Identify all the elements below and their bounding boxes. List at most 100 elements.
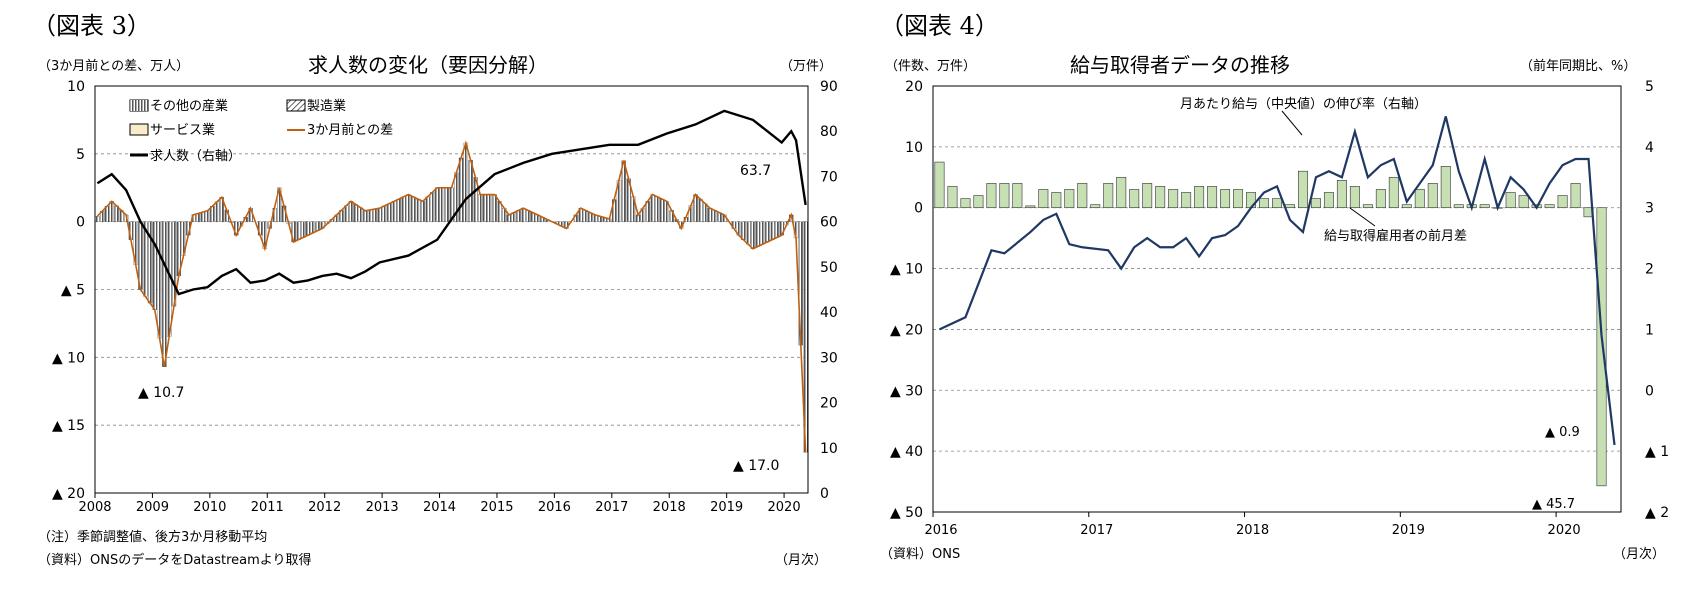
- x-tick-label: 2012: [308, 500, 341, 515]
- component-bar: [650, 194, 655, 222]
- figure3-month-label: （月次）: [775, 552, 827, 568]
- component-bar: [521, 207, 526, 222]
- chart3-title: 求人数の変化（要因分解）: [308, 53, 548, 77]
- component-bar: [482, 194, 488, 222]
- component-bar: [702, 203, 708, 222]
- component-bar: [760, 221, 765, 245]
- payroll-bar: [1414, 189, 1425, 209]
- x-tick-label: 2008: [78, 500, 111, 515]
- x-tick-label: 2010: [193, 500, 226, 515]
- payroll-bar: [1388, 176, 1399, 209]
- component-bar: [478, 194, 483, 222]
- payroll-bar: [1025, 205, 1036, 209]
- y-tick-left: 10: [67, 79, 85, 95]
- component-bar: [487, 194, 492, 222]
- payroll-bar: [1557, 195, 1568, 209]
- figure3-label: （図表 3）: [32, 12, 151, 40]
- x-tick-label: 2020: [1548, 523, 1581, 538]
- x-tick-label: 2014: [423, 500, 456, 515]
- x-tick-label: 2016: [924, 523, 957, 538]
- component-bar: [712, 210, 717, 222]
- figure4-month-label: （月次）: [1613, 546, 1665, 562]
- payroll-bar: [1012, 183, 1023, 209]
- annotation-wage-growth: 月あたり給与（中央値）の伸び率（右軸）: [1180, 96, 1427, 112]
- payroll-bar: [1336, 180, 1347, 209]
- payroll-bar: [1453, 204, 1464, 209]
- figure4-note-1: （資料）ONS: [880, 547, 960, 562]
- annotation-wage-latest: ▲ 0.9: [1545, 425, 1580, 440]
- annotation-min-2020: ▲ 17.0: [733, 458, 779, 474]
- component-bar: [434, 187, 440, 222]
- figure3-note-1: （注）季節調整値、後方3か月移動平均: [38, 529, 267, 545]
- payroll-bar: [1090, 204, 1101, 209]
- y-tick-right: 60: [820, 215, 838, 231]
- component-bar: [162, 221, 167, 367]
- annotation-payroll-leader: [1349, 207, 1376, 227]
- y-tick-right: ▲ 2: [1645, 505, 1669, 521]
- chart3-legend: その他の産業 製造業 サービス業 3か月前との差 求人数（右軸）: [129, 98, 393, 164]
- y-tick-right: 40: [820, 305, 838, 321]
- legend-3month-diff: 3か月前との差: [307, 122, 393, 138]
- payroll-bar: [947, 186, 958, 209]
- x-tick-label: 2015: [480, 500, 513, 515]
- y-tick-right: ▲ 1: [1645, 444, 1669, 460]
- chart3-right-axis-title: （万件）: [780, 59, 832, 74]
- component-bar: [415, 198, 421, 222]
- component-bar: [406, 194, 411, 222]
- payroll-bar: [1168, 189, 1179, 209]
- chart4-plot-frame: [932, 85, 1622, 513]
- y-tick-left: 10: [905, 140, 923, 156]
- component-bar: [157, 221, 162, 339]
- x-tick-label: 2009: [136, 500, 169, 515]
- x-tick-label: 2011: [251, 500, 284, 515]
- component-bar: [382, 205, 387, 222]
- legend-manufacturing: 製造業: [307, 98, 346, 114]
- payroll-bar: [1479, 204, 1490, 209]
- y-tick-left: ▲ 40: [890, 444, 923, 460]
- component-bar: [363, 210, 368, 222]
- y-tick-left: ▲ 20: [52, 486, 85, 502]
- component-bar: [95, 216, 100, 222]
- y-tick-right: 30: [820, 350, 838, 366]
- annotation-wage-leader: [1281, 110, 1303, 136]
- payroll-bar: [1349, 186, 1360, 209]
- component-bar: [707, 207, 713, 222]
- y-tick-right: 50: [820, 260, 838, 276]
- component-bar: [152, 221, 157, 311]
- x-tick-label: 2016: [538, 500, 571, 515]
- component-bar: [310, 221, 315, 234]
- component-bar: [659, 198, 665, 222]
- annotation-payroll-change: 給与取得雇用者の前月差: [1324, 228, 1467, 244]
- component-bar: [506, 214, 512, 222]
- component-bar: [769, 221, 775, 240]
- payroll-bar: [1310, 198, 1321, 209]
- y-tick-right: 4: [1645, 140, 1654, 156]
- component-bar: [755, 221, 760, 247]
- component-bar: [348, 201, 354, 222]
- legend-services: サービス業: [150, 122, 215, 138]
- y-tick-left: 20: [905, 79, 923, 95]
- y-tick-left: ▲ 10: [890, 262, 923, 278]
- component-bar: [425, 196, 430, 222]
- payroll-bar: [1375, 189, 1386, 209]
- x-tick-label: 2013: [366, 500, 399, 515]
- payroll-bar: [1570, 183, 1581, 209]
- component-bar: [387, 203, 392, 222]
- component-bar: [353, 204, 358, 222]
- payroll-bar: [1544, 204, 1555, 209]
- series-job-vacancies: [96, 109, 807, 296]
- component-bar: [420, 201, 425, 222]
- component-bar: [655, 196, 660, 222]
- payroll-bar: [1155, 186, 1166, 209]
- payroll-bar: [1129, 189, 1140, 209]
- component-bar: [463, 142, 469, 222]
- component-bar: [401, 196, 406, 222]
- y-tick-left: ▲ 5: [61, 283, 85, 299]
- payroll-bar: [1401, 204, 1412, 209]
- payroll-bar: [1362, 204, 1373, 209]
- component-bar: [214, 201, 220, 222]
- component-bar: [583, 210, 588, 222]
- annotation-vacancies-latest: 63.7: [740, 163, 771, 179]
